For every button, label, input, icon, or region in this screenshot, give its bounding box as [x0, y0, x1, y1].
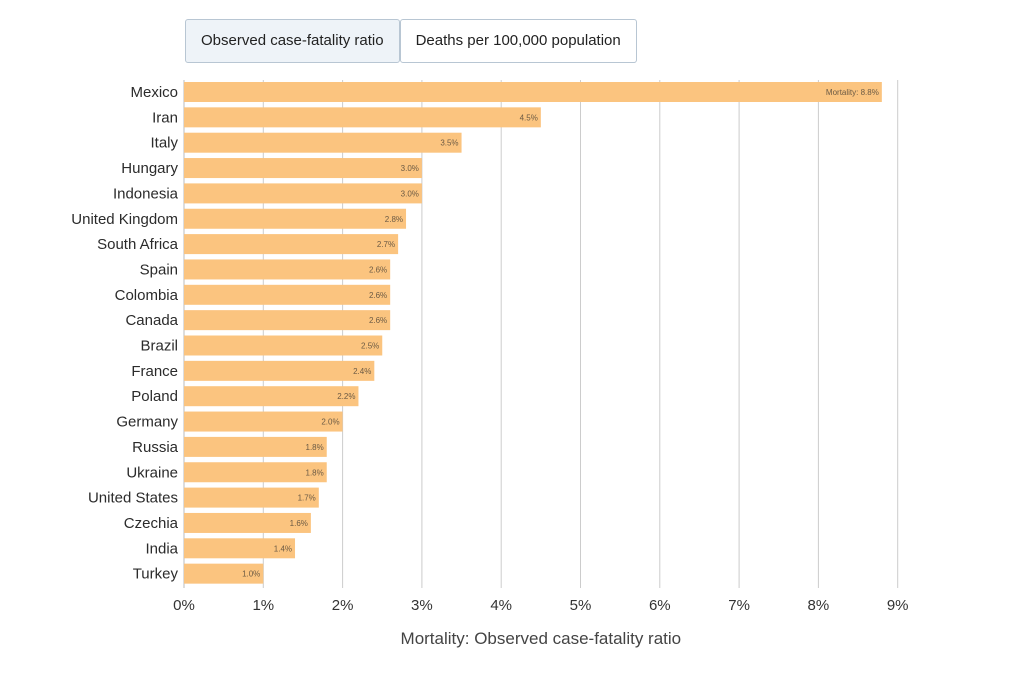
category-label: Brazil [140, 338, 178, 355]
category-label: Mexico [130, 84, 178, 101]
category-label: Spain [140, 261, 178, 278]
data-label: 2.8% [385, 215, 403, 224]
category-label: India [145, 540, 178, 557]
category-label: Indonesia [113, 185, 179, 202]
bar [184, 82, 882, 102]
data-label: 1.4% [274, 544, 292, 553]
x-tick-label: 1% [252, 597, 274, 614]
bar [184, 512, 311, 533]
category-label: Colombia [115, 287, 179, 304]
category-label: Poland [131, 388, 178, 405]
bar [184, 284, 391, 305]
data-label: 1.7% [298, 494, 316, 503]
bar [184, 132, 462, 153]
category-label: Italy [150, 135, 178, 152]
bar [184, 538, 296, 559]
data-label: 1.8% [306, 443, 324, 452]
data-label: 3.5% [440, 139, 458, 148]
bar [184, 183, 422, 204]
data-label: 2.0% [321, 418, 339, 427]
x-tick-label: 0% [173, 597, 195, 614]
bar [184, 386, 359, 407]
category-label: Canada [125, 312, 178, 329]
x-tick-label: 9% [887, 597, 909, 614]
x-tick-label: 6% [649, 597, 671, 614]
bar [184, 462, 327, 483]
x-tick-label: 7% [728, 597, 750, 614]
data-label: 2.6% [369, 291, 387, 300]
x-axis-title: Mortality: Observed case-fatality ratio [401, 629, 682, 648]
data-label: 3.0% [401, 189, 419, 198]
x-tick-label: 8% [808, 597, 830, 614]
category-label: Germany [116, 414, 178, 431]
bar [184, 360, 375, 381]
tab-case-fatality-ratio[interactable]: Observed case-fatality ratio [185, 19, 400, 63]
x-tick-label: 5% [570, 597, 592, 614]
data-label: 4.5% [520, 113, 538, 122]
bar [184, 487, 319, 508]
bar [184, 411, 343, 432]
category-label: France [131, 363, 178, 380]
metric-tab-bar: Observed case-fatality ratio Deaths per … [185, 19, 637, 63]
bar [184, 335, 383, 356]
bar [184, 259, 391, 280]
data-label: 2.7% [377, 240, 395, 249]
data-label: 2.6% [369, 265, 387, 274]
x-tick-label: 2% [332, 597, 354, 614]
data-label: 3.0% [401, 164, 419, 173]
data-label: 2.4% [353, 367, 371, 376]
data-label: 1.8% [306, 468, 324, 477]
bar [184, 563, 264, 584]
bar [184, 436, 327, 457]
bar [184, 158, 422, 179]
category-label: United Kingdom [71, 211, 178, 228]
bar [184, 310, 391, 331]
tab-deaths-per-100k[interactable]: Deaths per 100,000 population [399, 19, 637, 63]
bar [184, 107, 541, 128]
category-label: Russia [132, 439, 179, 456]
category-label: Czechia [124, 515, 179, 532]
data-label: Mortality: 8.8% [826, 88, 879, 97]
data-label: 1.0% [242, 570, 260, 579]
x-tick-label: 3% [411, 597, 433, 614]
category-label: United States [88, 490, 178, 507]
data-label: 2.2% [337, 392, 355, 401]
category-label: Ukraine [126, 464, 178, 481]
data-label: 2.5% [361, 342, 379, 351]
bar [184, 234, 399, 255]
data-label: 1.6% [290, 519, 308, 528]
category-label: Hungary [121, 160, 178, 177]
data-label: 2.6% [369, 316, 387, 325]
category-label: South Africa [97, 236, 179, 253]
x-tick-label: 4% [490, 597, 512, 614]
category-label: Turkey [133, 566, 179, 583]
bar [184, 208, 407, 229]
category-label: Iran [152, 109, 178, 126]
